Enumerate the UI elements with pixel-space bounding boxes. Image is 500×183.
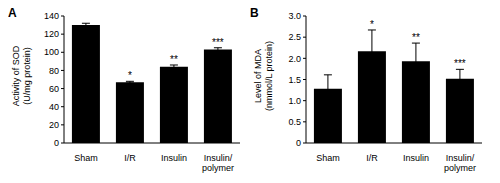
svg-text:Insulin/polymer: Insulin/polymer: [202, 153, 234, 173]
html-text:Activity of SOD: Activity of SOD: [11, 45, 21, 107]
svg-text:1.5: 1.5: [288, 75, 301, 85]
html-text:A: A: [8, 6, 17, 20]
svg-text:100: 100: [44, 47, 59, 57]
html-text:(nmmol/L protein): (nmmol/L protein): [264, 40, 274, 112]
svg-text:Insulin/polymer: Insulin/polymer: [444, 153, 476, 173]
svg-text:**: **: [412, 32, 420, 43]
svg-text:I/R: I/R: [366, 153, 378, 163]
svg-text:120: 120: [44, 29, 59, 39]
svg-text:60: 60: [49, 84, 59, 94]
svg-text:0.5: 0.5: [288, 117, 301, 127]
svg-text:80: 80: [49, 66, 59, 76]
svg-text:*: *: [370, 19, 374, 30]
svg-text:*: *: [128, 70, 132, 81]
svg-text:***: ***: [454, 58, 466, 69]
svg-text:2.5: 2.5: [288, 32, 301, 42]
svg-text:140: 140: [44, 11, 59, 21]
svg-text:Insulin: Insulin: [161, 153, 187, 163]
svg-text:**: **: [170, 54, 178, 65]
svg-text:40: 40: [49, 102, 59, 112]
svg-text:0: 0: [296, 138, 301, 148]
svg-text:3.0: 3.0: [288, 11, 301, 21]
html-text:Level of MDA: Level of MDA: [253, 49, 263, 103]
svg-text:I/R: I/R: [124, 153, 136, 163]
svg-text:***: ***: [212, 37, 224, 48]
svg-text:0: 0: [54, 138, 59, 148]
svg-text:Sham: Sham: [316, 153, 340, 163]
html-text:B: B: [250, 6, 259, 20]
svg-text:20: 20: [49, 120, 59, 130]
html-text:(U/mg protein): (U/mg protein): [22, 47, 32, 105]
svg-text:2.0: 2.0: [288, 54, 301, 64]
svg-text:Sham: Sham: [74, 153, 98, 163]
svg-text:1.0: 1.0: [288, 96, 301, 106]
svg-text:Insulin: Insulin: [403, 153, 429, 163]
